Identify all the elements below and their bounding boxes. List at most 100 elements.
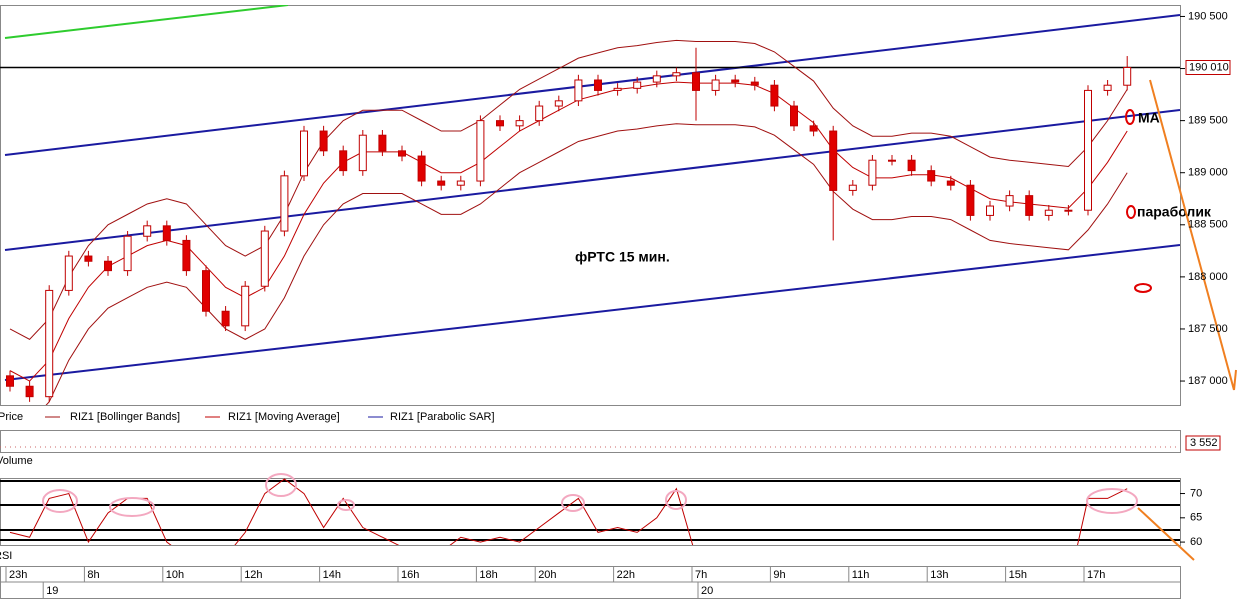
y-tick-label: 187 500 (1188, 323, 1228, 335)
candle-body (750, 81, 759, 86)
candle-body (182, 239, 191, 272)
candle-body (946, 180, 955, 186)
candle-body (123, 235, 132, 272)
rsi-tick-label: 70 (1190, 487, 1202, 499)
x-tick-label: 7h (695, 569, 707, 581)
x-tick-label: 10h (166, 569, 184, 581)
candle-body (1103, 84, 1112, 91)
marker (1126, 205, 1136, 219)
y-tick-label: 189 000 (1188, 167, 1228, 179)
x-tick-label: 9h (773, 569, 785, 581)
volume-badge (1185, 435, 1221, 451)
candle-body (84, 255, 93, 262)
x-tick-label: 12h (244, 569, 262, 581)
candle-body (260, 230, 269, 287)
candle-body (594, 79, 602, 91)
candle-body (476, 120, 485, 182)
candle-body (378, 134, 387, 152)
last-price-badge (1185, 60, 1231, 75)
trend-line (4, 5, 289, 39)
y-tick-label: 190 500 (1188, 10, 1228, 22)
price-panel (0, 5, 1181, 406)
arrow (1149, 79, 1235, 391)
annotation: MA (1138, 110, 1160, 126)
candle-body (319, 130, 328, 152)
legend-label: Price (0, 411, 23, 423)
candle-body (888, 159, 896, 162)
x-tick-label: 20h (538, 569, 556, 581)
candle-body (711, 79, 720, 91)
candle-body (554, 100, 563, 107)
candle-body (6, 375, 14, 387)
panel-label: RSI (0, 550, 12, 562)
x-tick-label: 18h (479, 569, 497, 581)
candle-body (104, 260, 112, 272)
x-tick-label: 23h (9, 569, 27, 581)
highlight (109, 497, 155, 517)
candle-body (456, 180, 465, 186)
arrows (1137, 79, 1237, 561)
indicator-line (9, 39, 1128, 340)
y-tick-label: 189 500 (1188, 115, 1228, 127)
legend-label: RIZ1 [Bollinger Bands] (70, 411, 180, 423)
candle-body (809, 125, 818, 132)
candle-body (1005, 195, 1014, 207)
candle-body (907, 159, 916, 172)
highlight (561, 494, 585, 512)
x-tick-label: 15h (1009, 569, 1027, 581)
candle-body (339, 150, 348, 172)
candle-body (986, 205, 994, 216)
rsi-panel (0, 478, 1181, 546)
rsi-highlights (42, 473, 1138, 517)
annotation: фРТС 15 мин. (575, 249, 670, 265)
highlight (265, 473, 297, 497)
candle-body (417, 155, 426, 182)
candle-body (613, 87, 622, 91)
x-tick-label: 17h (1087, 569, 1105, 581)
x-tick-label: 22h (617, 569, 635, 581)
y-tick-label: 188 000 (1188, 271, 1228, 283)
candle-body (280, 175, 289, 232)
candle-body (1025, 195, 1034, 216)
volume-value: 3 552 (1190, 437, 1218, 449)
trend-line (4, 109, 1180, 251)
rsi-line (9, 478, 1128, 545)
candle-body (25, 385, 34, 398)
rsi-tick-label: 60 (1190, 536, 1202, 548)
last-price-label: 190 010 (1189, 61, 1229, 73)
trend-line (4, 14, 1180, 156)
candle-body (731, 79, 740, 83)
date-label: 19 (46, 585, 58, 597)
x-tick-label: 11h (852, 569, 870, 581)
candle-body (45, 289, 54, 398)
legend-label: RIZ1 [Parabolic SAR] (390, 411, 495, 423)
candle-body (221, 310, 230, 327)
arrow (1137, 507, 1195, 561)
candle-body (143, 225, 152, 237)
candle-body (496, 120, 504, 127)
candle-body (241, 285, 250, 327)
highlight (337, 499, 355, 511)
y-tick-label: 188 500 (1188, 219, 1228, 231)
candle-body (868, 159, 877, 186)
candle-body (202, 270, 210, 312)
candle-body (398, 150, 406, 157)
trend-line (4, 244, 1180, 381)
candle-body (1044, 209, 1053, 216)
candle-body (672, 72, 681, 77)
candle-body (966, 184, 975, 216)
candle-body (927, 170, 936, 182)
candle-body (64, 255, 73, 291)
candle-body (1123, 67, 1132, 86)
indicator-line (9, 81, 1128, 382)
highlight (665, 490, 687, 510)
price-plot (0, 39, 1180, 405)
candle-body (770, 84, 779, 107)
y-tick-label: 187 000 (1188, 375, 1228, 387)
marker (1125, 109, 1135, 125)
candle-body (1064, 209, 1073, 212)
panel-label: Volume (0, 455, 33, 467)
candle-body (535, 105, 544, 122)
candle-body (1084, 89, 1092, 211)
